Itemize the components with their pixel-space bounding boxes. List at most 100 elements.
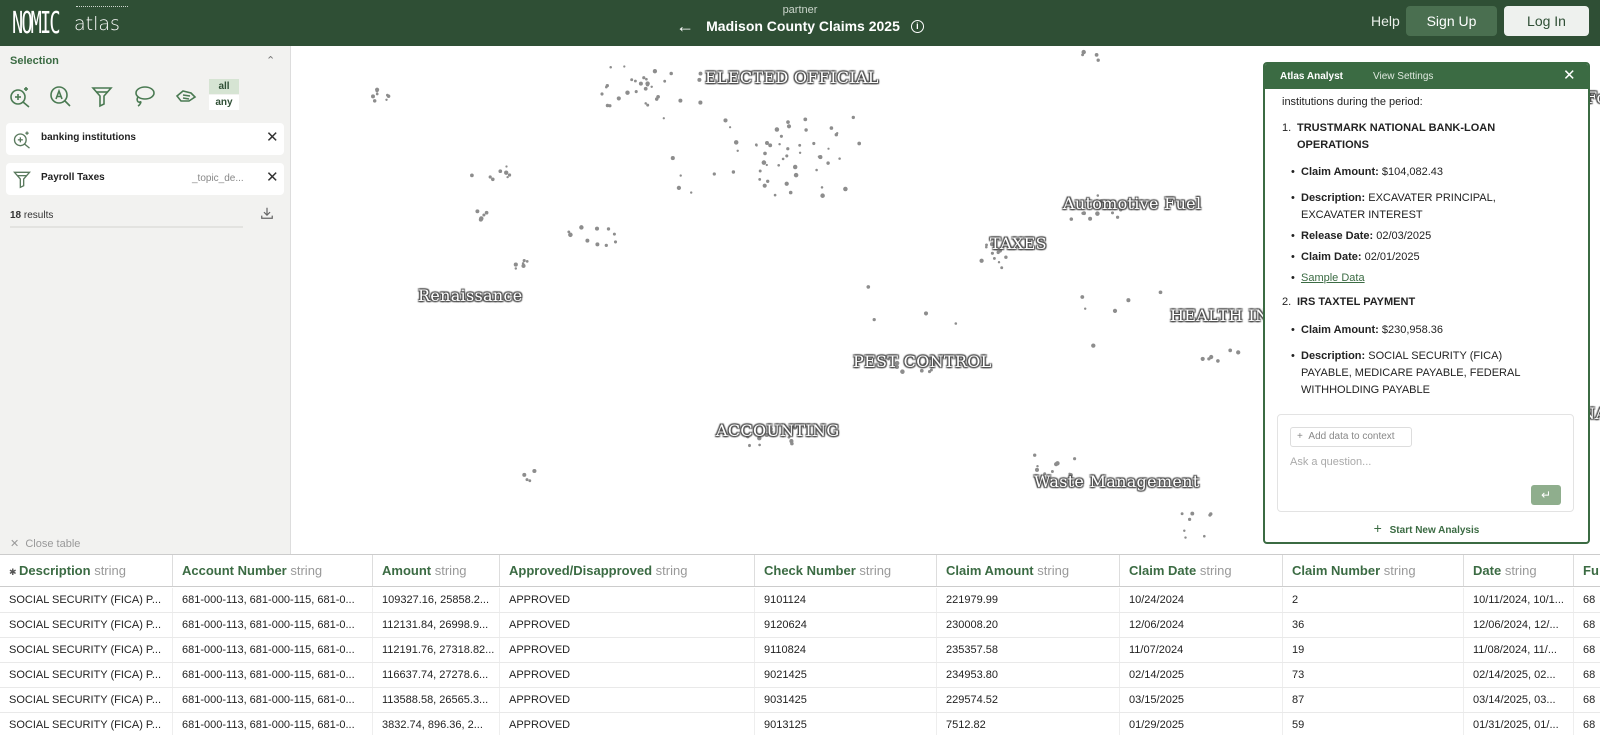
map-point[interactable] <box>746 434 750 439</box>
map-point[interactable] <box>372 99 377 103</box>
map-point[interactable] <box>670 156 675 161</box>
map-point[interactable] <box>375 89 379 93</box>
map-point[interactable] <box>613 240 618 244</box>
map-point[interactable] <box>785 427 790 431</box>
map-point[interactable] <box>778 142 781 146</box>
map-point[interactable] <box>475 209 480 214</box>
map-point[interactable] <box>786 124 792 129</box>
map-point[interactable] <box>690 191 693 194</box>
map-point[interactable] <box>803 117 808 122</box>
map-point[interactable] <box>532 468 537 474</box>
cluster-label[interactable]: Automotive Fuel <box>1063 194 1202 213</box>
map-point[interactable] <box>507 173 512 177</box>
map-point[interactable] <box>925 360 930 365</box>
send-icon[interactable]: ↵ <box>1531 485 1561 505</box>
tab-atlas-analyst[interactable]: Atlas Analyst <box>1280 71 1343 82</box>
map-point[interactable] <box>866 285 871 289</box>
map-point[interactable] <box>1034 467 1040 472</box>
map-point[interactable] <box>1158 290 1163 295</box>
map-point[interactable] <box>1000 266 1004 270</box>
map-point[interactable] <box>679 174 682 177</box>
map-point[interactable] <box>812 141 816 146</box>
close-icon[interactable]: ✕ <box>1563 67 1576 84</box>
map-point[interactable] <box>785 154 789 158</box>
map-point[interactable] <box>625 90 630 95</box>
nomic-atlas-logo[interactable]: NOMIC atlas <box>12 4 128 42</box>
map-point[interactable] <box>1094 53 1099 57</box>
map-point[interactable] <box>698 100 703 105</box>
map-point[interactable] <box>762 183 767 188</box>
map-point[interactable] <box>604 243 608 248</box>
map-point[interactable] <box>1084 307 1087 310</box>
map-point[interactable] <box>678 98 683 103</box>
map-point[interactable] <box>820 193 825 198</box>
sample-data-link[interactable]: Sample Data <box>1301 272 1365 284</box>
map-point[interactable] <box>954 322 958 325</box>
map-point[interactable] <box>798 151 802 154</box>
mode-all-option[interactable]: all <box>209 79 239 94</box>
map-point[interactable] <box>773 193 777 197</box>
map-point[interactable] <box>521 262 525 265</box>
map-point[interactable] <box>514 267 518 270</box>
map-point[interactable] <box>919 368 924 373</box>
map-point[interactable] <box>1054 462 1059 467</box>
map-point[interactable] <box>630 78 634 82</box>
map-point[interactable] <box>1099 199 1104 204</box>
map-point[interactable] <box>997 260 1001 264</box>
map-point[interactable] <box>728 126 732 129</box>
map-point[interactable] <box>1118 208 1123 212</box>
map-point[interactable] <box>768 143 773 148</box>
map-point[interactable] <box>568 232 573 238</box>
hand-select-icon[interactable] <box>174 84 198 108</box>
map-point[interactable] <box>843 186 848 192</box>
cluster-label[interactable]: TAXES <box>990 234 1047 253</box>
map-point[interactable] <box>698 71 703 76</box>
map-point[interactable] <box>609 65 612 69</box>
map-point[interactable] <box>804 128 808 132</box>
column-header[interactable]: Fu <box>1574 555 1600 586</box>
match-mode-toggle[interactable]: all any <box>209 79 239 110</box>
map-point[interactable] <box>793 172 799 178</box>
table-row[interactable]: SOCIAL SECURITY (FICA) P... 681-000-113, … <box>0 613 1600 638</box>
cluster-label[interactable]: ACCOUNTING <box>716 421 840 440</box>
map-point[interactable] <box>723 118 728 123</box>
map-point[interactable] <box>733 140 739 145</box>
table-row[interactable]: SOCIAL SECURITY (FICA) P... 681-000-113, … <box>0 638 1600 663</box>
map-point[interactable] <box>642 76 646 80</box>
map-point[interactable] <box>663 79 667 83</box>
map-point[interactable] <box>764 432 769 438</box>
map-point[interactable] <box>697 77 702 82</box>
map-point[interactable] <box>608 104 612 108</box>
map-point[interactable] <box>594 226 600 231</box>
map-point[interactable] <box>513 262 518 267</box>
lasso-icon[interactable] <box>132 84 156 108</box>
map-point[interactable] <box>792 425 798 430</box>
cluster-label[interactable]: ELECTED OFFICIAL <box>705 68 879 87</box>
map-point[interactable] <box>1080 295 1085 299</box>
map-point[interactable] <box>643 86 648 91</box>
map-point[interactable] <box>774 127 780 132</box>
map-point[interactable] <box>1007 243 1010 246</box>
map-point[interactable] <box>827 147 830 150</box>
map-point[interactable] <box>894 360 900 366</box>
map-point[interactable] <box>1034 476 1037 479</box>
map-point[interactable] <box>525 478 529 482</box>
map-point[interactable] <box>579 225 584 230</box>
map-point[interactable] <box>1228 348 1233 353</box>
map-point[interactable] <box>482 213 486 217</box>
map-point[interactable] <box>612 232 616 236</box>
map-point[interactable] <box>923 311 929 316</box>
map-point[interactable] <box>676 185 682 191</box>
download-icon[interactable] <box>260 206 274 220</box>
map-point[interactable] <box>1095 199 1099 202</box>
map-point[interactable] <box>633 79 637 83</box>
question-box[interactable]: + Add data to context Ask a question... … <box>1277 414 1574 512</box>
map-point[interactable] <box>1112 308 1118 314</box>
close-table-button[interactable]: ✕ Close table <box>10 537 80 550</box>
table-row[interactable]: SOCIAL SECURITY (FICA) P... 681-000-113, … <box>0 588 1600 613</box>
map-point[interactable] <box>758 169 762 173</box>
log-in-button[interactable]: Log In <box>1504 6 1589 36</box>
column-header[interactable]: Amount string <box>373 555 500 586</box>
map-point[interactable] <box>623 65 626 68</box>
map-point[interactable] <box>521 263 526 268</box>
